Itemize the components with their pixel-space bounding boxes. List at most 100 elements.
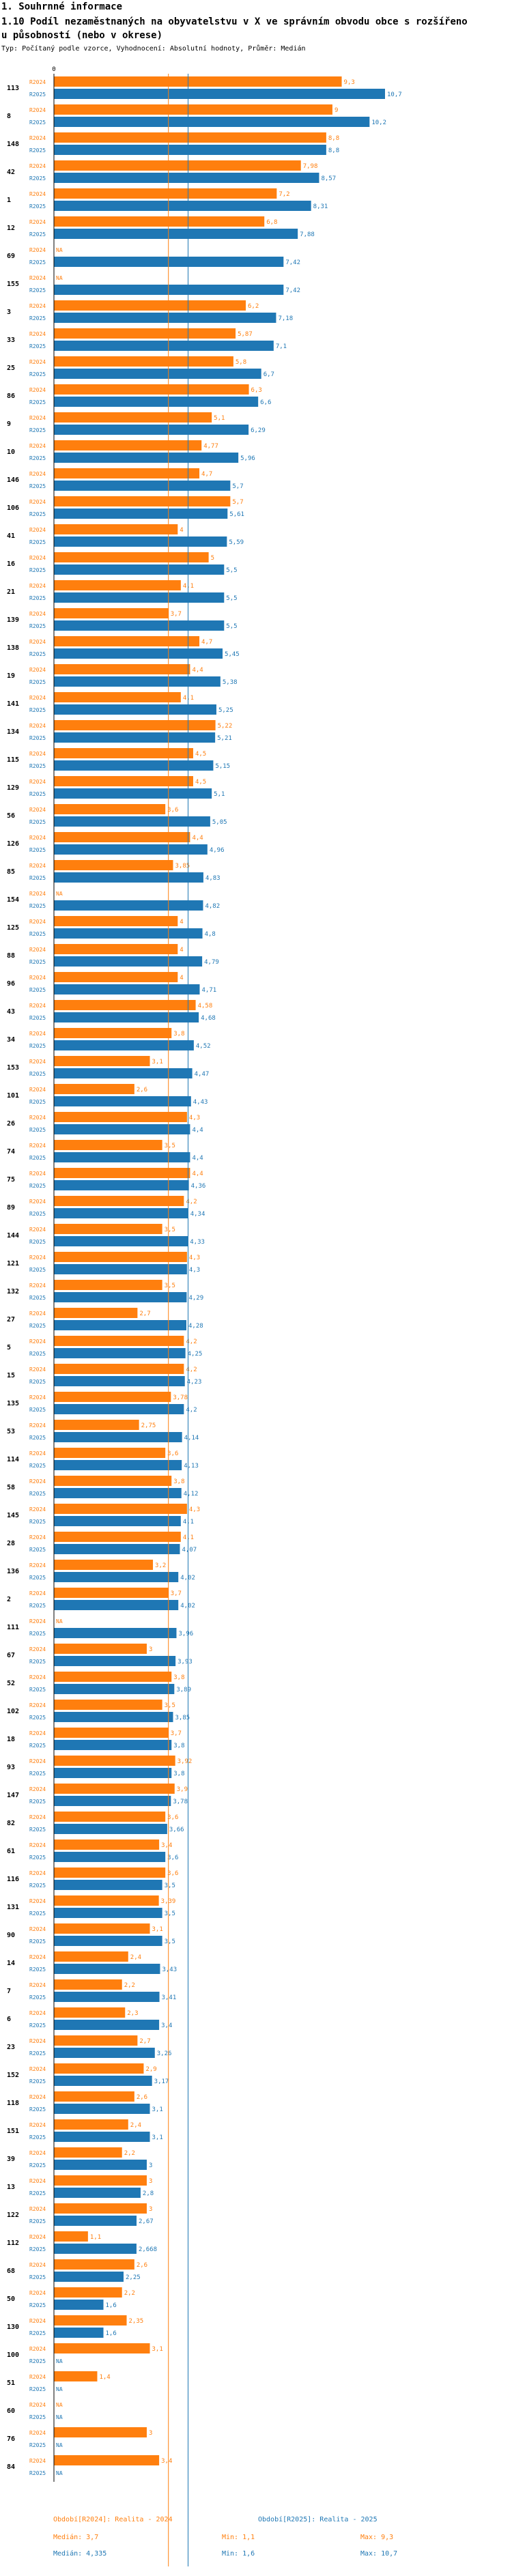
series-label: R2025	[29, 1687, 46, 1693]
series-label: R2025	[29, 203, 46, 210]
data-label: 5,61	[229, 511, 244, 518]
bar-r2025	[54, 1376, 185, 1386]
series-label: R2024	[29, 415, 46, 421]
data-label: 7,88	[300, 231, 315, 238]
data-label: 5,7	[232, 499, 243, 506]
data-label: 5,1	[214, 791, 225, 798]
series-label: R2024	[29, 1730, 46, 1736]
data-label: 4,2	[186, 1199, 197, 1205]
series-label: R2024	[29, 2094, 46, 2100]
series-label: R2025	[29, 623, 46, 629]
series-label: R2025	[29, 343, 46, 349]
bar-r2025	[54, 1488, 182, 1498]
category-label: 113	[7, 85, 19, 92]
category-label: 56	[7, 812, 15, 820]
section-heading: 1. Souhrnné informace	[1, 1, 123, 12]
series-label: R2025	[29, 931, 46, 937]
category-label: 115	[7, 756, 19, 764]
series-label: R2025	[29, 2274, 46, 2280]
series-label: R2024	[29, 891, 46, 897]
data-label: 4,7	[201, 639, 212, 646]
series-label: R2024	[29, 2374, 46, 2380]
data-label: 5,25	[218, 707, 233, 714]
data-label: 3,66	[169, 1827, 184, 1833]
data-label: 4,2	[186, 1339, 197, 1345]
series-label: R2025	[29, 1743, 46, 1749]
category-label: 43	[7, 1008, 15, 1016]
series-label: R2025	[29, 567, 46, 573]
series-label: R2024	[29, 1926, 46, 1932]
data-label: 5,38	[223, 679, 238, 686]
category-label: 68	[7, 2267, 15, 2275]
category-label: 19	[7, 672, 15, 680]
bar-r2024	[54, 1140, 162, 1150]
legend-r2025-title: Období[R2025]: Realita - 2025	[258, 2516, 378, 2523]
category-label: 144	[7, 1232, 19, 1240]
series-label: R2024	[29, 2122, 46, 2128]
series-label: R2025	[29, 511, 46, 517]
series-label: R2025	[29, 1351, 46, 1357]
series-label: R2025	[29, 455, 46, 461]
bar-r2024	[54, 1392, 171, 1402]
series-label: R2025	[29, 1491, 46, 1497]
series-label: R2024	[29, 1031, 46, 1037]
data-label: 5,5	[226, 595, 237, 602]
category-label: 134	[7, 728, 19, 736]
series-label: R2025	[29, 2330, 46, 2336]
data-label: 2,3	[127, 2010, 138, 2017]
data-label: 3	[149, 2206, 152, 2213]
series-label: R2025	[29, 1994, 46, 2001]
category-label: 154	[7, 896, 19, 904]
series-label: R2024	[29, 1758, 46, 1764]
category-label: 102	[7, 1708, 19, 1715]
bar-r2025	[54, 2048, 155, 2058]
data-label: 3,8	[173, 1771, 184, 1777]
data-label: 5,15	[215, 763, 230, 770]
bar-r2024	[54, 1840, 160, 1850]
category-label: 58	[7, 1484, 15, 1491]
bar-r2024	[54, 1588, 169, 1598]
bar-r2024	[54, 1895, 159, 1906]
series-label: R2025	[29, 147, 46, 154]
data-label: 4,4	[192, 835, 203, 842]
bar-r2025	[54, 844, 208, 855]
series-label: R2024	[29, 695, 46, 701]
bar-r2025	[54, 2244, 137, 2254]
data-label: 5,21	[217, 735, 232, 742]
category-label: 100	[7, 2351, 19, 2359]
data-label: 3,1	[152, 2346, 163, 2353]
bar-r2025	[54, 2076, 152, 2086]
series-label: R2025	[29, 539, 46, 545]
bar-r2025	[54, 173, 319, 183]
data-label: 3,93	[177, 1659, 193, 1665]
category-label: 155	[7, 281, 19, 288]
bar-r2025	[54, 2160, 147, 2170]
series-label: R2025	[29, 987, 46, 993]
bar-r2024	[54, 552, 209, 562]
category-label: 51	[7, 2379, 15, 2387]
category-label: 14	[7, 1960, 15, 1967]
category-label: 2	[7, 1596, 11, 1603]
bar-r2024	[54, 1476, 172, 1486]
series-label: R2025	[29, 1938, 46, 1945]
series-label: R2024	[29, 1003, 46, 1009]
data-label: 4,4	[192, 1171, 203, 1177]
data-label: 4,4	[192, 1155, 203, 1162]
series-label: R2025	[29, 1099, 46, 1105]
series-label: R2024	[29, 2150, 46, 2156]
data-label: 3	[149, 2162, 152, 2169]
data-label: 4,3	[189, 1255, 200, 1261]
bar-r2025	[54, 984, 200, 994]
data-label: 3,8	[173, 1743, 184, 1749]
data-label: 4	[180, 527, 183, 534]
series-label: R2025	[29, 2050, 46, 2057]
data-label: 5,45	[225, 651, 240, 658]
bar-r2024	[54, 804, 166, 814]
category-label: 122	[7, 2212, 19, 2219]
bar-r2025	[54, 2104, 150, 2114]
category-label: 18	[7, 1736, 15, 1743]
bar-r2024	[54, 2427, 147, 2437]
category-label: 34	[7, 1036, 15, 1044]
data-label: 1,6	[106, 2330, 117, 2337]
